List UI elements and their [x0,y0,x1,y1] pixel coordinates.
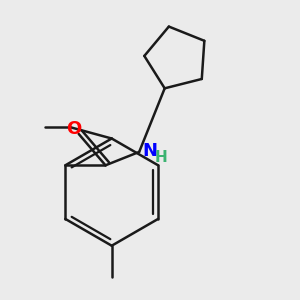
Text: O: O [67,120,82,138]
Text: N: N [142,142,157,160]
Text: H: H [155,150,168,165]
